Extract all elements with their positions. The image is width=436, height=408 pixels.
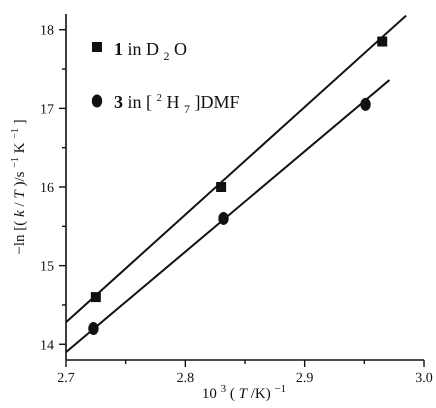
legend-series-2-subscript: 7 [184, 102, 190, 116]
fit-line-series-1 [65, 14, 407, 323]
y-axis-label-s-exponent: −1 [10, 157, 21, 168]
axis-ticks [59, 29, 425, 367]
y-axis-label-prefix: −ln [( [12, 221, 28, 255]
legend-series-2-compound: 3 [114, 92, 123, 112]
x-axis-label-exponent: −1 [274, 383, 286, 395]
square-marker [90, 292, 101, 303]
legend-series-2-element: H [167, 92, 180, 112]
x-tick-label: 2.9 [296, 371, 314, 386]
x-axis-label-unit: /K) [251, 386, 271, 402]
y-axis-label-k: k [12, 210, 28, 217]
x-tick-label: 2.8 [177, 371, 195, 386]
data-markers [88, 36, 388, 336]
legend: 1 in D 2 O 3 in [ 2 H 7 ]DMF [91, 39, 240, 117]
fit-lines [65, 14, 407, 353]
y-axis-label-k-exponent: −1 [10, 128, 21, 139]
y-axis-label-slash: / [12, 202, 28, 207]
y-tick-label: 16 [40, 181, 54, 196]
circle-marker [360, 97, 371, 111]
legend-series-1-tail: O [174, 39, 187, 59]
circle-marker [88, 322, 99, 336]
square-marker [216, 182, 227, 192]
square-marker [377, 36, 388, 47]
legend-label-series-2: 3 in [ 2 H 7 ]DMF [114, 85, 240, 117]
y-tick-label: 17 [40, 102, 54, 117]
x-axis-label: 10 3 ( T /K) −1 [202, 380, 286, 402]
legend-series-2-text: in [ [128, 92, 153, 112]
x-axis-label-open: ( [230, 386, 235, 402]
x-axis-label-base: 10 [202, 386, 217, 402]
circle-marker [218, 211, 229, 225]
y-axis-label: −ln [( k / T )/s −1 K −1 ] [6, 119, 28, 254]
y-axis-label-s: )/s [12, 171, 28, 186]
y-axis-label-k-unit: K [12, 142, 28, 153]
legend-marker-circle [91, 94, 103, 108]
y-axis-label-t: T [12, 189, 28, 199]
legend-series-1-compound: 1 [114, 39, 123, 59]
x-axis-label-variable: T [239, 386, 249, 402]
legend-series-1-text: in D [128, 39, 160, 59]
x-tick-label: 2.7 [57, 371, 75, 386]
y-axis-label-close: ] [12, 119, 28, 124]
legend-series-2-tail: ]DMF [195, 92, 240, 112]
legend-series-1-subscript: 2 [164, 49, 170, 63]
legend-marker-square [92, 42, 102, 52]
y-tick-label: 14 [40, 338, 54, 353]
y-tick-label: 18 [40, 24, 54, 39]
x-tick-label: 3.0 [415, 371, 433, 386]
legend-series-2-superscript: 2 [157, 92, 163, 104]
x-axis-label-power: 3 [221, 383, 227, 395]
y-tick-label: 15 [40, 260, 54, 275]
legend-label-series-1: 1 in D 2 O [114, 39, 187, 64]
